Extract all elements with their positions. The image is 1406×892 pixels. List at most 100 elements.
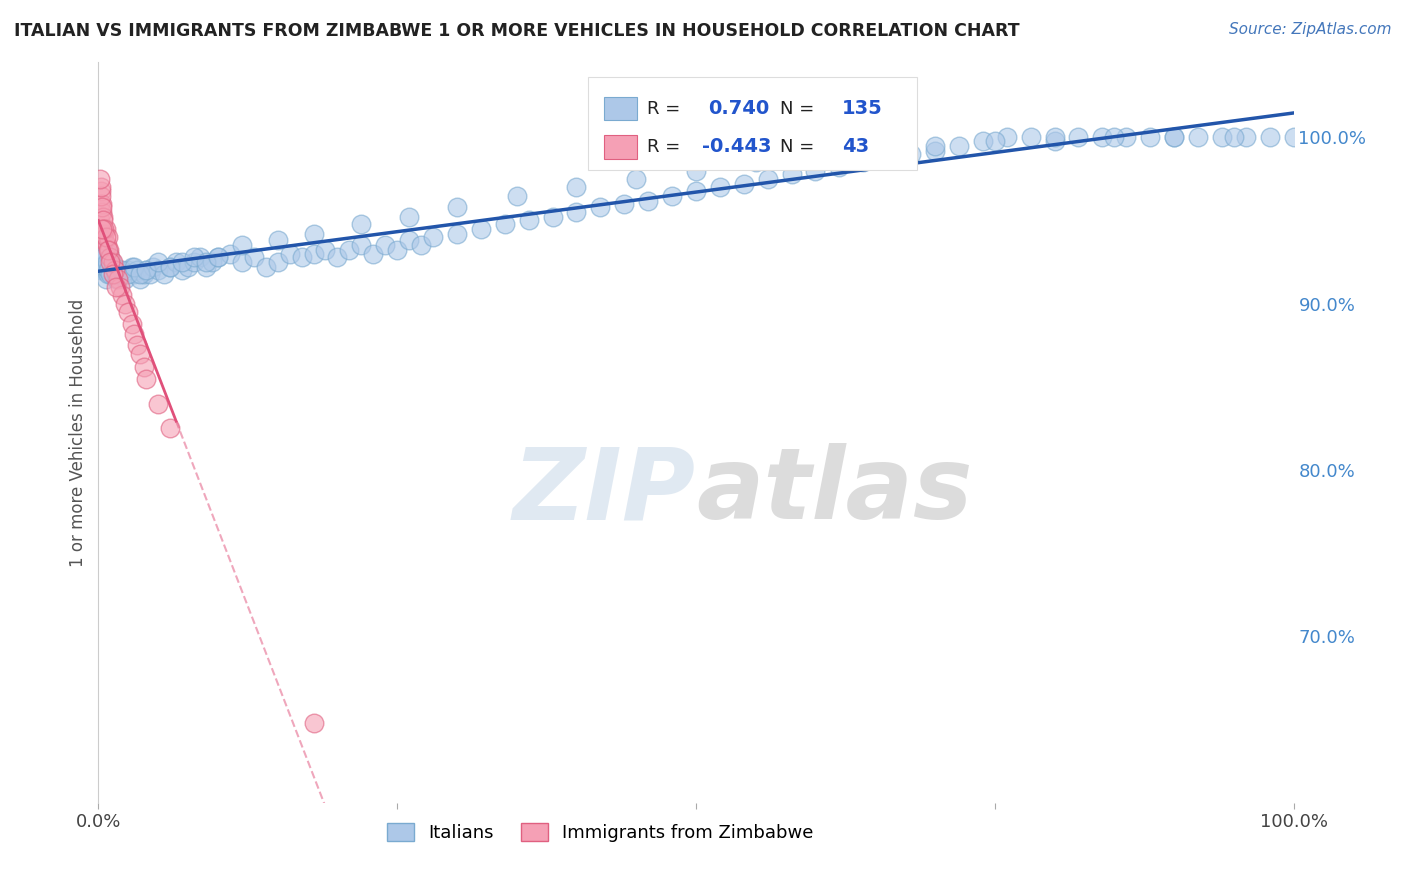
Point (254, 260, 277, 274)
Point (91, 205, 114, 219)
Point (117, 263, 139, 277)
Point (685, 184, 707, 198)
Point (339, 244, 361, 258)
Point (1163, 130, 1185, 145)
Point (129, 271, 152, 285)
Text: atlas: atlas (696, 443, 973, 541)
Point (93, 222, 115, 236)
Point (1067, 130, 1090, 145)
Point (756, 172, 779, 186)
Point (105, 271, 128, 285)
Point (90, 230, 112, 244)
Point (90, 180, 112, 194)
Point (302, 715, 325, 730)
Point (94, 260, 117, 274)
Point (1187, 130, 1209, 145)
Point (125, 263, 148, 277)
Point (132, 267, 155, 281)
Point (315, 244, 337, 258)
Point (97, 230, 120, 244)
Point (626, 172, 648, 186)
Point (96, 255, 118, 269)
Point (900, 147, 922, 161)
Point (661, 188, 683, 202)
Text: N =: N = (779, 100, 814, 118)
Point (589, 200, 612, 214)
FancyBboxPatch shape (605, 97, 637, 120)
Point (363, 246, 385, 260)
Point (852, 155, 875, 169)
Point (104, 263, 127, 277)
Point (93, 234, 115, 248)
Point (105, 280, 128, 294)
Point (98, 250, 122, 264)
Point (1163, 130, 1185, 145)
Point (97, 267, 120, 281)
Point (446, 227, 468, 241)
Point (159, 260, 181, 274)
Point (506, 188, 529, 202)
Point (195, 260, 218, 274)
Point (91, 200, 114, 214)
Point (411, 238, 433, 252)
Point (129, 346, 152, 360)
Point (98, 263, 122, 277)
Point (124, 260, 146, 274)
Point (90, 188, 112, 202)
Text: ITALIAN VS IMMIGRANTS FROM ZIMBABWE 1 OR MORE VEHICLES IN HOUSEHOLD CORRELATION : ITALIAN VS IMMIGRANTS FROM ZIMBABWE 1 OR… (14, 22, 1019, 40)
Point (291, 250, 314, 264)
Point (117, 267, 139, 281)
Point (89, 213, 111, 227)
Point (924, 138, 946, 153)
Point (98, 244, 121, 258)
Point (101, 255, 124, 269)
Point (91, 246, 114, 260)
Point (398, 210, 420, 224)
Point (613, 197, 636, 211)
Point (108, 280, 131, 294)
Point (98, 246, 121, 260)
Point (804, 150, 827, 164)
Point (565, 205, 588, 219)
Point (172, 263, 194, 277)
Point (91, 222, 114, 236)
Point (114, 296, 136, 310)
Point (105, 267, 128, 281)
Point (135, 263, 157, 277)
Point (107, 271, 129, 285)
Point (1091, 130, 1114, 145)
Point (96, 260, 118, 274)
Point (231, 238, 253, 252)
Point (96, 238, 118, 252)
Point (177, 260, 200, 274)
FancyBboxPatch shape (605, 136, 637, 159)
Point (745, 155, 768, 169)
Point (422, 230, 444, 244)
Text: -0.443: -0.443 (702, 137, 772, 156)
Point (93, 250, 115, 264)
Point (267, 234, 290, 248)
Point (89, 230, 111, 244)
Point (125, 338, 148, 352)
Point (1139, 130, 1161, 145)
Point (107, 267, 129, 281)
Point (201, 255, 224, 269)
Point (1211, 130, 1233, 145)
Point (637, 194, 659, 208)
Point (111, 263, 134, 277)
Point (302, 246, 325, 260)
Point (1234, 130, 1257, 145)
Point (565, 180, 588, 194)
Point (1043, 134, 1066, 148)
Point (153, 267, 176, 281)
Point (1223, 130, 1246, 145)
Point (98, 255, 122, 269)
Text: N =: N = (779, 138, 814, 156)
Point (94, 230, 117, 244)
Point (148, 263, 170, 277)
Point (733, 177, 755, 191)
Point (1043, 130, 1066, 145)
Point (302, 227, 325, 241)
Point (188, 250, 211, 264)
Y-axis label: 1 or more Vehicles in Household: 1 or more Vehicles in Household (69, 299, 87, 566)
